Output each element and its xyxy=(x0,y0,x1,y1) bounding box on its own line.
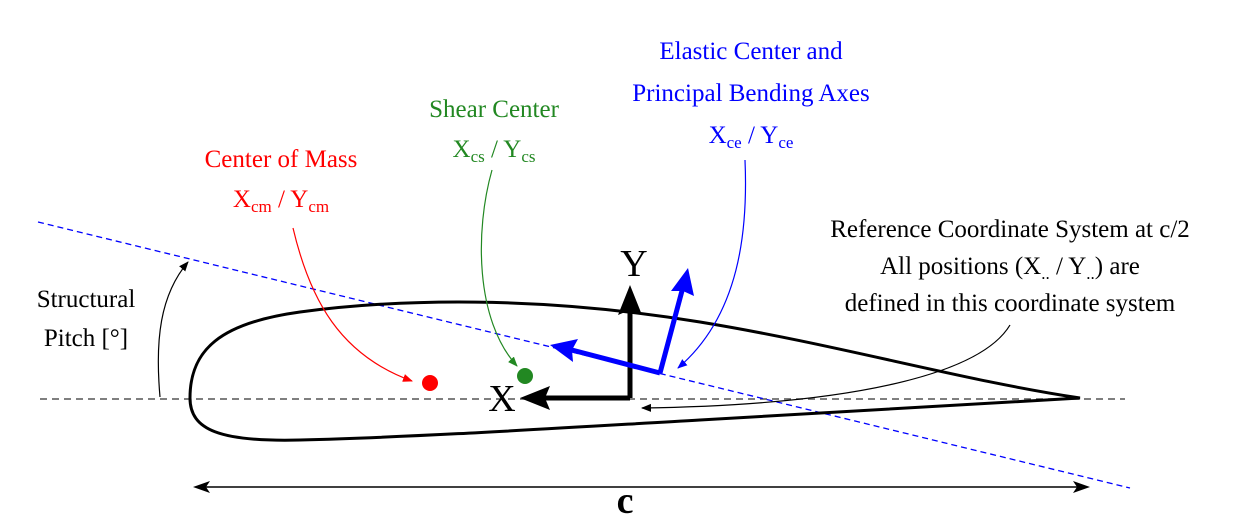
ref-x-axis-arrowhead xyxy=(520,386,550,410)
chord-label: c xyxy=(617,480,634,519)
reference-label-line2: All positions (X.. / Y..) are xyxy=(880,253,1140,283)
chord-arrowhead-left xyxy=(193,481,210,493)
chord-arrowhead-right xyxy=(1073,481,1090,493)
elastic-label-line2: Principal Bending Axes xyxy=(632,80,869,107)
mass-leader-arrow xyxy=(292,227,413,382)
center-of-mass-dot xyxy=(422,375,438,391)
elastic-label-coords: Xce / Yce xyxy=(709,122,794,152)
shear-leader-arrow xyxy=(480,169,518,367)
shear-center-dot xyxy=(517,368,533,384)
reference-label-line1: Reference Coordinate System at c/2 xyxy=(830,216,1190,243)
reference-label-line3: defined in this coordinate system xyxy=(845,290,1176,317)
principal-axis-2-arrowhead xyxy=(671,268,694,296)
shear-label-title: Shear Center xyxy=(429,96,559,123)
principal-axis-2 xyxy=(657,286,686,374)
mass-label-coords: Xcm / Ycm xyxy=(233,186,329,216)
pitch-angle-arc xyxy=(157,261,189,398)
elastic-leader-arrow xyxy=(677,159,747,369)
mass-label-title: Center of Mass xyxy=(205,146,358,173)
principal-axis-1-arrowhead xyxy=(550,339,578,362)
airfoil-outline xyxy=(188,300,1081,442)
axis-x-label: X xyxy=(488,378,515,420)
pitch-label-line2: Pitch [°] xyxy=(44,325,128,352)
shear-label-coords: Xcs / Ycs xyxy=(453,136,536,166)
elastic-label-line1: Elastic Center and xyxy=(659,38,843,65)
axis-y-label: Y xyxy=(620,243,647,285)
ref-y-axis-arrowhead xyxy=(618,285,642,315)
reference-leader-arrow xyxy=(641,324,1011,412)
pitch-label-line1: Structural xyxy=(37,286,136,313)
principal-axis-1 xyxy=(567,346,661,376)
